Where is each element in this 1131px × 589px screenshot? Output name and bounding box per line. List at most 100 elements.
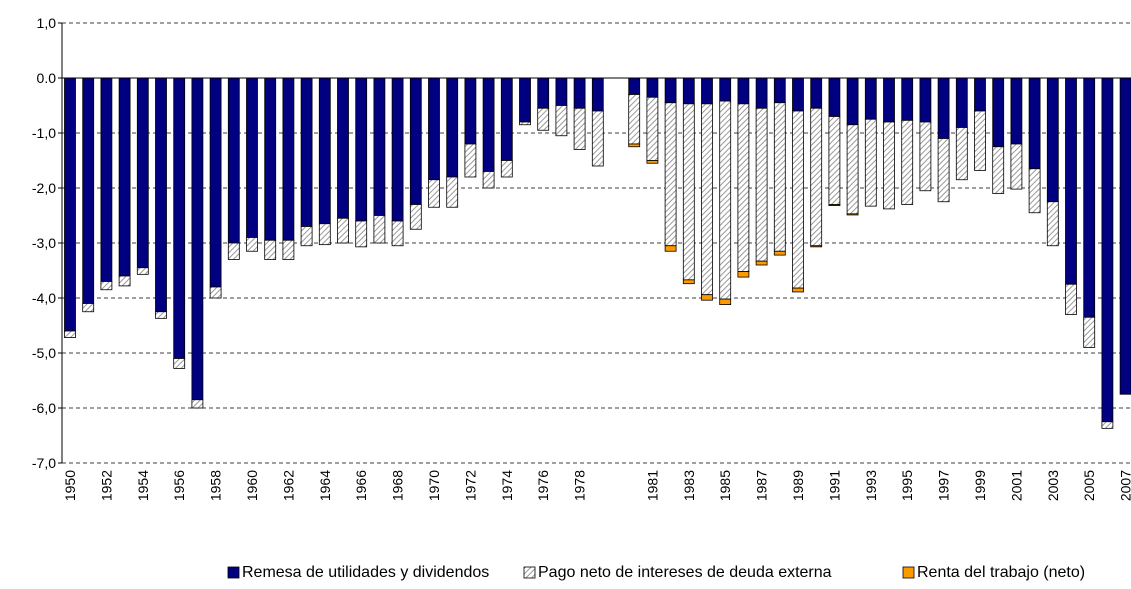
bar-segment bbox=[628, 77, 641, 95]
x-tick-label: 1987 bbox=[754, 470, 770, 501]
bar-segment bbox=[209, 286, 222, 299]
bar-segment bbox=[282, 77, 295, 241]
x-tick-label: 1995 bbox=[899, 470, 915, 501]
y-tick-label: -6,0 bbox=[32, 400, 56, 416]
bar-segment bbox=[282, 239, 295, 260]
bar-segment bbox=[883, 121, 895, 210]
bar-segment bbox=[628, 94, 641, 145]
x-tick-label: 1954 bbox=[135, 470, 151, 501]
bar-segment bbox=[646, 96, 659, 161]
bar-segment bbox=[719, 77, 732, 102]
bar-segment bbox=[482, 77, 495, 172]
bar-segment bbox=[1101, 421, 1114, 429]
x-tick-label: 1950 bbox=[62, 470, 78, 501]
x-tick-label: 1956 bbox=[171, 470, 187, 501]
x-tick-label: 1999 bbox=[972, 470, 988, 501]
x-tick-label: 1972 bbox=[462, 470, 478, 501]
bar-segment bbox=[919, 121, 932, 192]
legend-swatch bbox=[227, 566, 240, 579]
bar-segment bbox=[846, 213, 859, 216]
bar-segment bbox=[810, 245, 823, 248]
x-tick-label: 1985 bbox=[717, 470, 733, 501]
bar-segment bbox=[573, 77, 586, 109]
bar-segment bbox=[955, 127, 968, 181]
bar-segment bbox=[737, 271, 750, 278]
bar-segment bbox=[373, 77, 386, 216]
bar-segment bbox=[118, 275, 131, 287]
bar-segment bbox=[355, 77, 368, 222]
bar-segment bbox=[901, 119, 914, 205]
bar-segment bbox=[792, 110, 804, 289]
bar-segment bbox=[1065, 77, 1077, 285]
y-tick-label: -2,0 bbox=[32, 180, 56, 196]
x-tick-label: 1997 bbox=[936, 470, 952, 501]
bar-segment bbox=[701, 77, 713, 105]
bar-segment bbox=[118, 77, 131, 277]
bar-segment bbox=[646, 160, 659, 164]
y-tick-label: -1,0 bbox=[32, 125, 56, 141]
bar-segment bbox=[864, 77, 877, 120]
bar-segment bbox=[974, 77, 986, 112]
bar-segment bbox=[1119, 77, 1131, 395]
bar-segment bbox=[300, 77, 313, 227]
bar-segment bbox=[519, 121, 531, 126]
bar-segment bbox=[573, 107, 586, 150]
bar-segment bbox=[482, 171, 495, 189]
bar-segment bbox=[1028, 77, 1041, 170]
x-tick-label: 1964 bbox=[317, 470, 333, 501]
bar-segment bbox=[337, 217, 349, 244]
bar-segment bbox=[828, 204, 841, 207]
x-tick-label: 1991 bbox=[826, 470, 842, 501]
bar-segment bbox=[64, 77, 76, 332]
x-tick-label: 1978 bbox=[572, 470, 588, 501]
bar-segment bbox=[682, 103, 695, 281]
bar-segment bbox=[464, 77, 477, 145]
bar-segment bbox=[755, 77, 768, 109]
bar-segment bbox=[446, 176, 459, 208]
bar-segment bbox=[810, 107, 823, 247]
bar-segment bbox=[391, 77, 404, 222]
bar-segment bbox=[1010, 77, 1023, 145]
bar-segment bbox=[173, 358, 186, 369]
bar-segment bbox=[773, 250, 786, 256]
y-tick-label: 1,0 bbox=[37, 15, 57, 31]
bar-segment bbox=[737, 77, 750, 105]
bar-segment bbox=[1046, 201, 1059, 247]
bar-segment bbox=[264, 239, 277, 260]
bar-segment bbox=[155, 311, 167, 319]
x-tick-label: 1960 bbox=[244, 470, 260, 501]
bar-segment bbox=[773, 77, 786, 104]
bar-segment bbox=[464, 143, 477, 178]
bar-segment bbox=[209, 77, 222, 288]
bar-segment bbox=[100, 77, 113, 282]
bar-segment bbox=[591, 110, 604, 167]
y-tick-label: -3,0 bbox=[32, 235, 56, 251]
bar-segment bbox=[664, 77, 677, 104]
legend-label: Remesa de utilidades y dividendos bbox=[242, 564, 489, 581]
bar-segment bbox=[136, 77, 149, 269]
bar-segment bbox=[992, 77, 1005, 148]
bar-segment bbox=[409, 77, 422, 205]
legend-swatch bbox=[902, 566, 915, 579]
legend-swatch bbox=[523, 566, 536, 579]
y-tick-label: 0.0 bbox=[37, 70, 57, 86]
bar-segment bbox=[337, 77, 349, 219]
bar-segment bbox=[355, 220, 368, 248]
bar-segment bbox=[246, 237, 258, 252]
bar-segment bbox=[537, 77, 550, 109]
bar-segment bbox=[519, 77, 531, 123]
bar-segment bbox=[1010, 143, 1023, 190]
x-tick-label: 2007 bbox=[1118, 470, 1131, 501]
x-tick-label: 1952 bbox=[98, 470, 114, 501]
bar-segment bbox=[937, 77, 950, 139]
x-tick-label: 2001 bbox=[1008, 470, 1024, 501]
bar-segment bbox=[227, 77, 240, 244]
y-tick-label: -7,0 bbox=[32, 455, 56, 471]
y-tick-label: -4,0 bbox=[32, 290, 56, 306]
bar-segment bbox=[428, 77, 440, 181]
bar-segment bbox=[919, 77, 932, 123]
x-tick-label: 2005 bbox=[1081, 470, 1097, 501]
bar-segment bbox=[246, 77, 258, 238]
legend-label: Renta del trabajo (neto) bbox=[917, 564, 1085, 581]
